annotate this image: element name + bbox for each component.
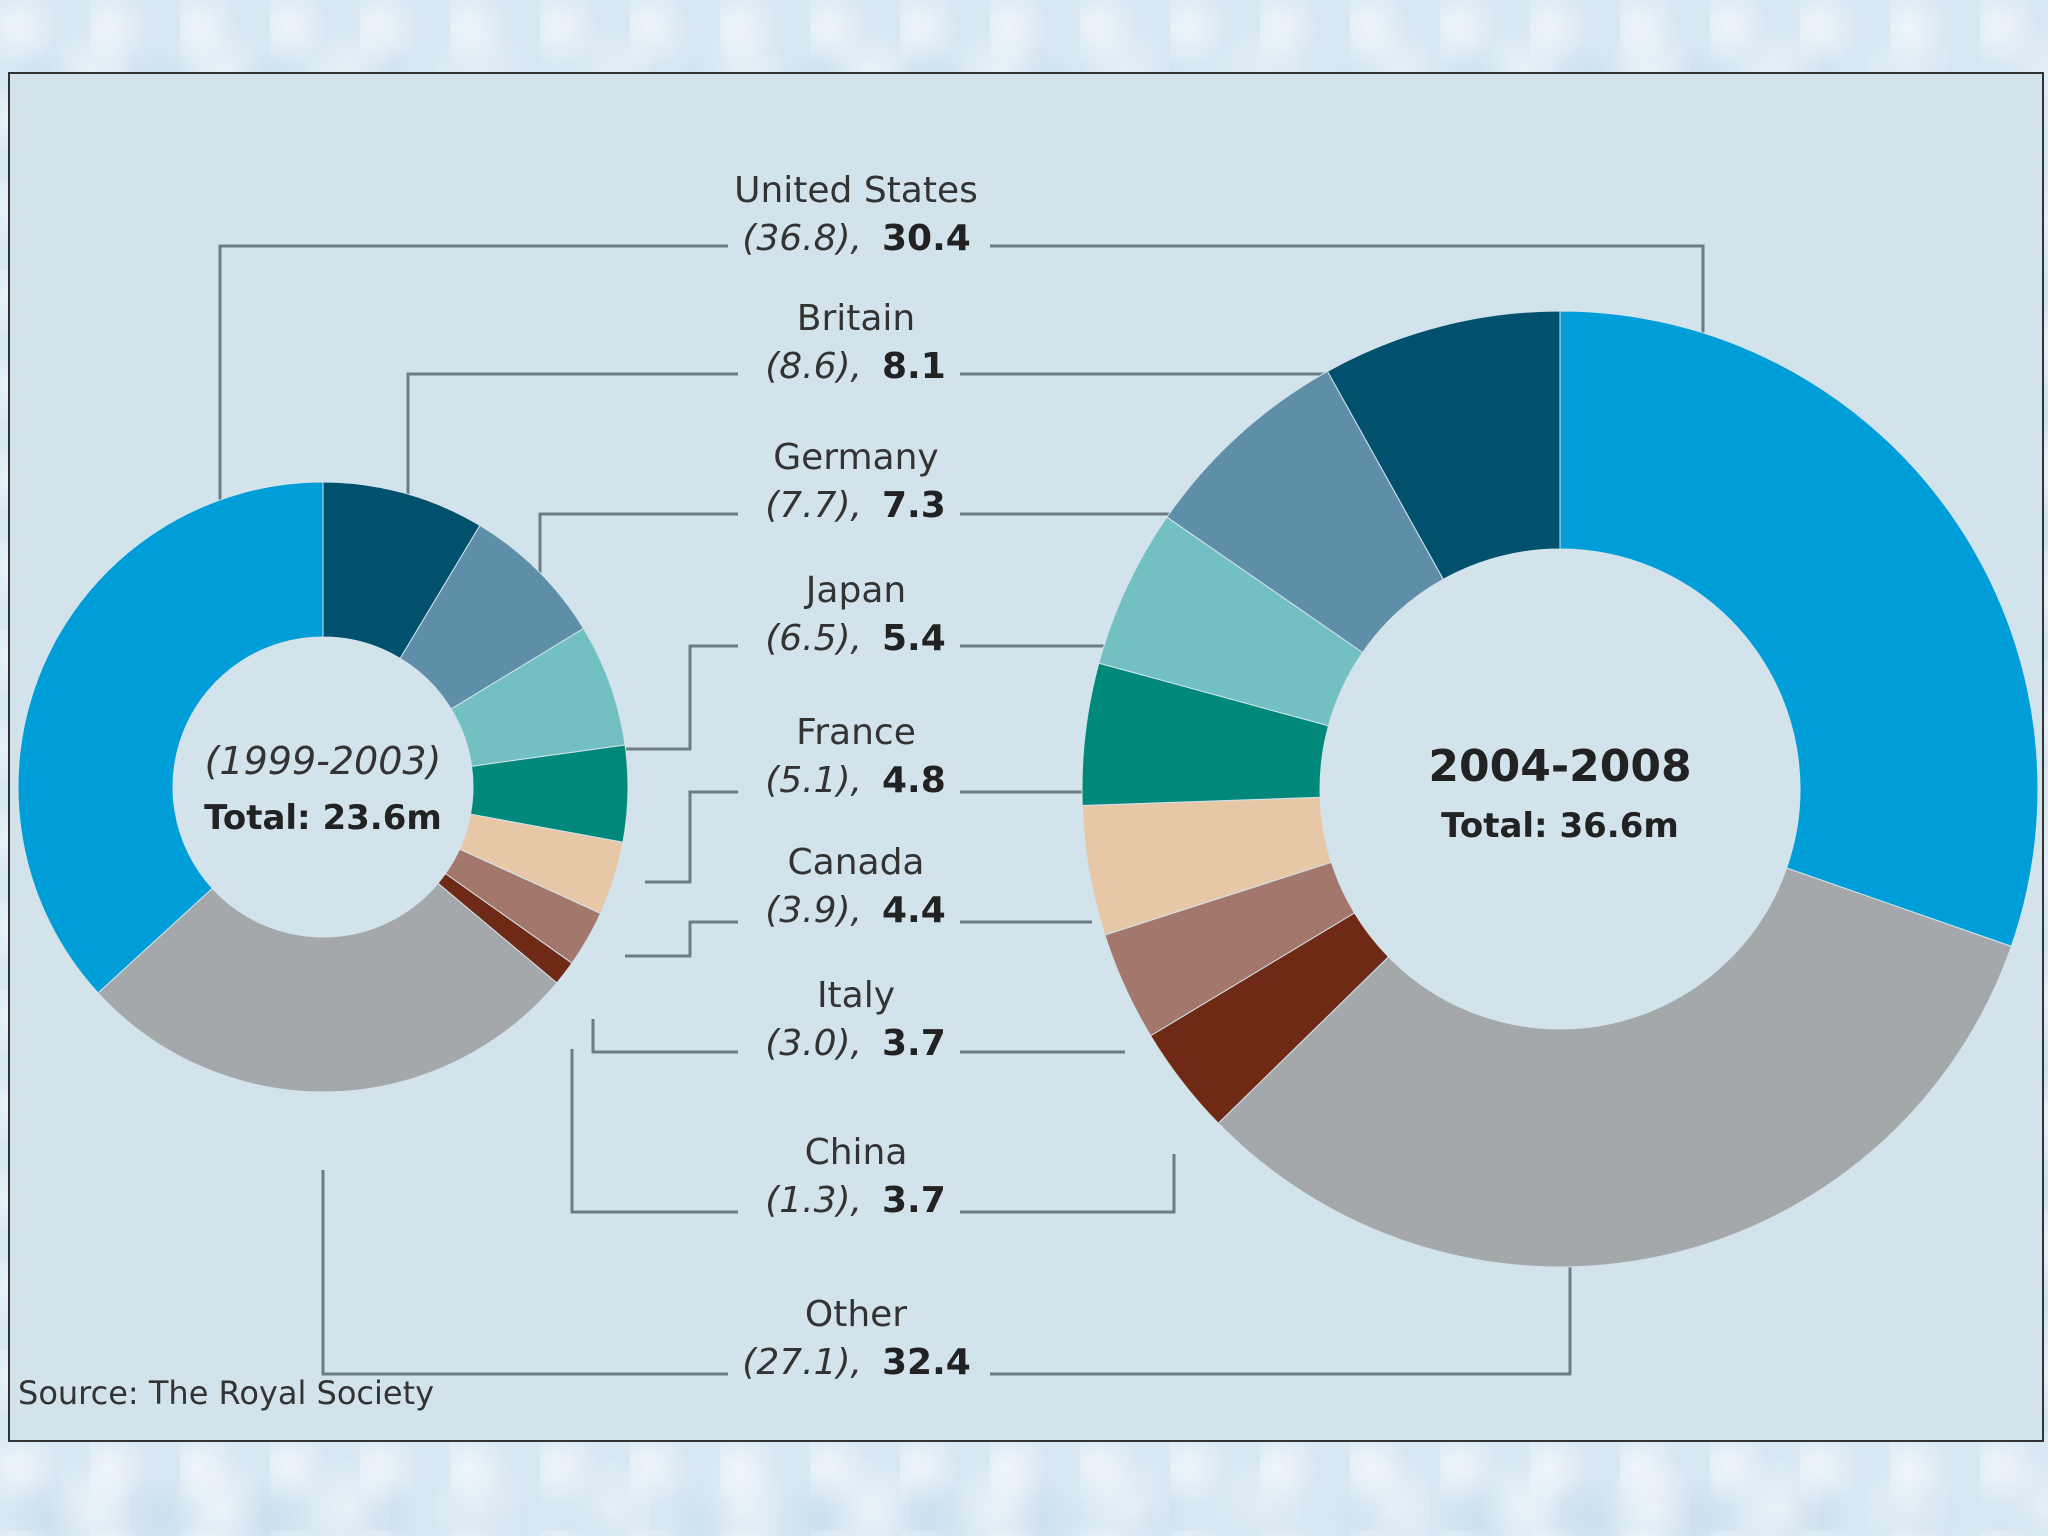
donut-centers: (1999-2003) Total: 23.6m 2004-2008 Total…: [204, 739, 1691, 846]
chart-panel: United States (36.8), 30.4 Britain (8.6), 8.1…: [8, 72, 2044, 1442]
leader-line: [645, 790, 738, 884]
leader-line: [218, 244, 728, 569]
donut-slices: [17, 310, 2039, 1268]
old-slice-other: [97, 882, 558, 1093]
label-name-canada: Canada: [788, 842, 925, 883]
label-new-value-italy: 3.7: [882, 1023, 946, 1064]
label-old-value-united-states: (36.8),: [742, 218, 862, 259]
label-new-value-canada: 4.4: [882, 890, 946, 931]
donut-comparison-chart: United States (36.8), 30.4 Britain (8.6), 8.1…: [17, 170, 2039, 1383]
leader-line: [570, 1049, 738, 1214]
label-new-value-japan: 5.4: [882, 618, 946, 659]
country-labels: United States (36.8), 30.4 Britain (8.6), 8.1…: [734, 170, 978, 1383]
label-new-value-united-states: 30.4: [882, 218, 971, 259]
label-name-britain: Britain: [797, 298, 916, 339]
label-new-value-other: 32.4: [882, 1342, 971, 1383]
label-old-value-france: (5.1),: [765, 760, 862, 801]
new-slice-united-states: [1559, 310, 2039, 948]
label-name-france: France: [796, 712, 916, 753]
label-old-value-germany: (7.7),: [765, 485, 862, 526]
label-new-value-britain: 8.1: [882, 346, 946, 387]
source-note: Source: The Royal Society: [18, 1374, 435, 1412]
label-old-value-britain: (8.6),: [765, 346, 862, 387]
leader-line: [591, 1019, 738, 1054]
new-period-label: 2004-2008: [1428, 741, 1691, 792]
new-slice-other: [1217, 867, 2012, 1268]
label-old-value-canada: (3.9),: [765, 890, 862, 931]
old-period-label: (1999-2003): [205, 739, 442, 783]
label-new-value-france: 4.8: [882, 760, 946, 801]
label-old-value-china: (1.3),: [765, 1180, 862, 1221]
label-old-value-italy: (3.0),: [765, 1023, 862, 1064]
label-name-china: China: [805, 1132, 908, 1173]
leader-line: [990, 1267, 1572, 1376]
label-new-value-china: 3.7: [882, 1180, 946, 1221]
new-slice-britain: [1326, 310, 1561, 580]
label-new-value-germany: 7.3: [882, 485, 946, 526]
old-total-label: Total: 23.6m: [204, 798, 442, 838]
leader-line: [620, 644, 738, 751]
label-name-united-states: United States: [734, 170, 978, 211]
label-old-value-japan: (6.5),: [765, 618, 862, 659]
label-name-germany: Germany: [773, 437, 938, 478]
old-slice-united-states: [17, 481, 324, 994]
label-name-japan: Japan: [804, 570, 906, 611]
label-name-other: Other: [805, 1294, 907, 1335]
label-old-value-other: (27.1),: [742, 1342, 862, 1383]
new-total-label: Total: 36.6m: [1441, 806, 1679, 846]
leader-line: [960, 1154, 1176, 1214]
label-name-italy: Italy: [817, 975, 895, 1016]
leader-lines: [218, 244, 1705, 1376]
leader-line: [321, 1170, 728, 1376]
leader-line: [625, 920, 738, 958]
